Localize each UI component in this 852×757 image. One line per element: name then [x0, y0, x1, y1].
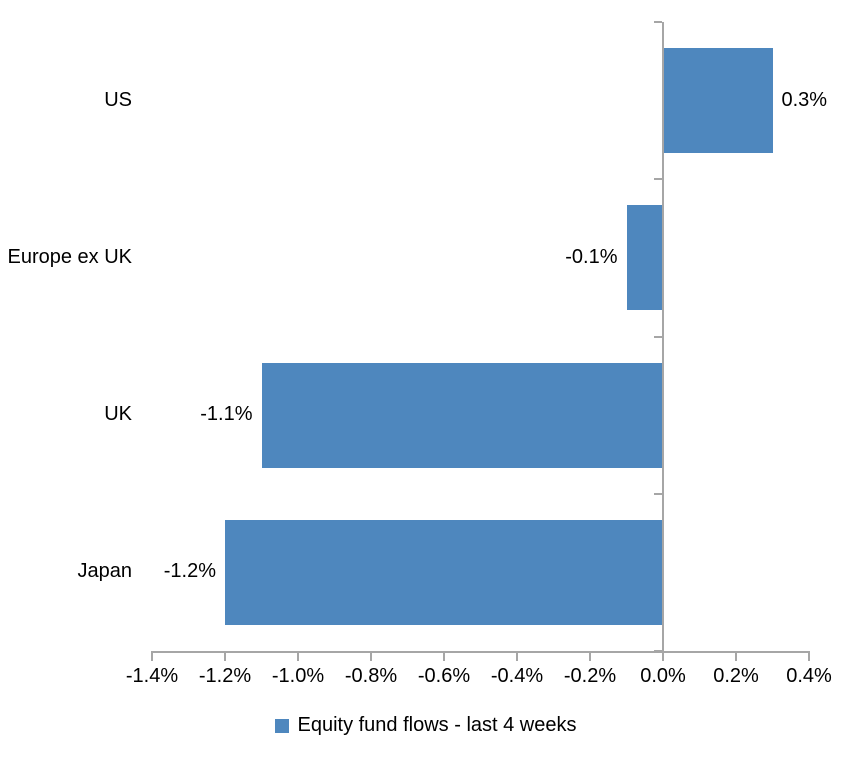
bar-europe-ex-uk: [626, 205, 663, 311]
category-label-europe-ex-uk: Europe ex UK: [7, 245, 132, 268]
bar-us: [663, 48, 773, 154]
value-label-japan: -1.2%: [163, 560, 216, 583]
legend: Equity fund flows - last 4 weeks: [0, 714, 852, 737]
value-axis-tick: [808, 651, 810, 661]
legend-label: Equity fund flows - last 4 weeks: [297, 714, 577, 736]
value-axis-tick: [589, 651, 591, 661]
value-axis-tick: [224, 651, 226, 661]
value-axis-tick-label: 0.2%: [713, 665, 759, 687]
value-axis-tick: [370, 651, 372, 661]
value-axis-tick-label: -0.8%: [344, 665, 398, 687]
value-axis-line: [151, 651, 810, 653]
category-axis-tick: [654, 21, 662, 23]
value-axis-tick: [662, 651, 664, 661]
category-label-uk: UK: [104, 403, 132, 426]
value-label-europe-ex-uk: -0.1%: [565, 245, 618, 268]
value-axis-tick-label: -1.4%: [125, 665, 179, 687]
category-label-japan: Japan: [77, 560, 133, 583]
value-axis-tick: [516, 651, 518, 661]
value-axis-tick: [735, 651, 737, 661]
category-axis-tick: [654, 492, 662, 495]
value-axis-tick-label: -0.2%: [563, 665, 617, 687]
legend-swatch-icon: [275, 718, 290, 733]
value-axis-tick: [151, 651, 153, 661]
value-axis-tick-label: -0.6%: [417, 665, 471, 687]
category-axis-line: [662, 22, 664, 651]
category-axis-tick: [654, 335, 662, 338]
value-axis-tick-label: -1.2%: [198, 665, 252, 687]
value-label-uk: -1.1%: [200, 403, 253, 426]
value-axis-tick-label: -1.0%: [271, 665, 325, 687]
value-axis-tick-label: -0.4%: [490, 665, 544, 687]
bar-uk: [261, 362, 663, 468]
category-label-us: US: [104, 88, 132, 111]
bar-japan: [225, 519, 663, 625]
category-axis-tick: [654, 178, 662, 181]
value-axis-tick: [443, 651, 445, 661]
value-axis-tick-label: 0.0%: [640, 665, 686, 687]
value-label-us: 0.3%: [781, 88, 828, 111]
value-axis-tick: [297, 651, 299, 661]
value-axis-tick-label: 0.4%: [786, 665, 832, 687]
